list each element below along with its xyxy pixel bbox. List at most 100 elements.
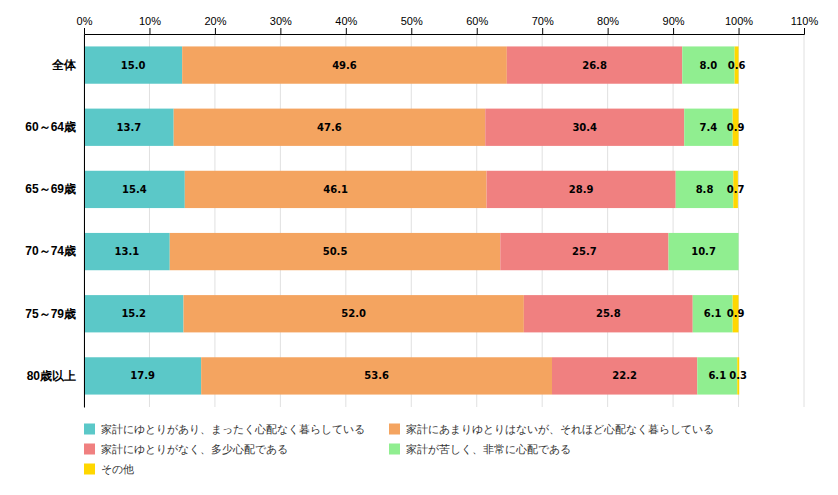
tick-label: 40%: [335, 15, 357, 27]
data-label: 52.0: [341, 308, 366, 319]
data-label: 26.8: [582, 60, 607, 71]
grid-line: [411, 34, 412, 407]
tick-mark: [608, 28, 609, 34]
tick-label: 0%: [77, 15, 93, 27]
tick: 100%: [725, 15, 753, 34]
tick: 70%: [532, 15, 554, 34]
grid-line: [607, 34, 608, 407]
grid-line: [804, 34, 805, 407]
tick: 30%: [270, 15, 292, 34]
legend-label: 家計にゆとりがなく、多少心配である: [101, 443, 288, 456]
tick-label: 50%: [401, 15, 423, 27]
data-labels: 15.013.715.413.115.217.949.647.646.150.5…: [115, 60, 748, 382]
grid-line: [476, 34, 477, 407]
legend-swatch: [389, 424, 400, 435]
tick: 80%: [597, 15, 619, 34]
data-label: 15.0: [121, 60, 146, 71]
bar: [84, 357, 201, 394]
bar-series: [170, 46, 552, 394]
tick-mark: [280, 28, 281, 34]
data-label: 53.6: [364, 370, 389, 381]
tick: 60%: [466, 15, 488, 34]
bar: [185, 171, 487, 208]
bar: [84, 46, 182, 83]
data-label: 47.6: [317, 122, 342, 133]
tick-label: 30%: [270, 15, 292, 27]
grid-line: [149, 34, 150, 407]
tick-mark: [739, 28, 740, 34]
grid-line: [673, 34, 674, 407]
bar-series: [669, 46, 739, 394]
tick-label: 65～69歳: [25, 182, 76, 196]
legend-label: 家計にあまりゆとりはないが、それほど心配なく暮らしている: [406, 423, 714, 436]
data-label: 15.2: [121, 308, 146, 319]
tick-label: 60%: [466, 15, 488, 27]
axis-line: [84, 35, 85, 408]
grid: [84, 34, 804, 407]
tick: 50%: [401, 15, 423, 34]
legend-label: 家計にゆとりがあり、まったく心配なく暮らしている: [101, 423, 365, 436]
data-label: 8.0: [700, 60, 718, 71]
y-axis: 全体60～64歳65～69歳70～74歳75～79歳80歳以上: [25, 35, 84, 408]
bar: [524, 295, 693, 332]
tick-mark: [804, 28, 805, 34]
tick: 65～69歳: [25, 182, 84, 196]
x-axis: 0% 10% 20% 30% 40% 50% 60% 70% 80% 90% 100% 110%: [77, 15, 819, 35]
axis-line: [85, 28, 805, 35]
bars: [84, 46, 739, 394]
data-label: 15.4: [122, 184, 147, 195]
legend-item: 家計にあまりゆとりはないが、それほど心配なく暮らしている: [389, 423, 714, 436]
bar: [182, 46, 507, 83]
bar: [485, 109, 684, 146]
data-label: 30.4: [572, 122, 597, 133]
tick-label: 全体: [51, 58, 77, 72]
chart: 15.013.715.413.115.217.949.647.646.150.5…: [0, 0, 838, 495]
bar: [684, 109, 732, 146]
bar: [738, 233, 739, 270]
tick: 70～74歳: [25, 244, 84, 258]
grid-line: [542, 34, 543, 407]
tick: 20%: [204, 15, 226, 34]
tick-label: 60～64歳: [25, 120, 76, 134]
bar: [669, 233, 739, 270]
legend-swatch: [84, 464, 95, 475]
data-label: 0.9: [727, 122, 745, 133]
bar: [170, 233, 501, 270]
tick: 80歳以上: [27, 369, 84, 383]
bar: [84, 171, 185, 208]
legend: 家計にゆとりがあり、まったく心配なく暮らしている 家計にあまりゆとりはないが、それ…: [84, 423, 714, 476]
bar: [174, 109, 486, 146]
tick-label: 20%: [204, 15, 226, 27]
bar: [201, 357, 552, 394]
grid-line: [84, 34, 85, 407]
data-label: 7.4: [700, 122, 718, 133]
tick-mark: [477, 28, 478, 34]
tick-mark: [411, 28, 412, 34]
legend-item: 家計が苦しく、非常に心配である: [389, 443, 571, 456]
data-label: 28.9: [569, 184, 594, 195]
grid-line: [214, 34, 215, 407]
tick: 110%: [791, 15, 819, 34]
bar: [676, 171, 734, 208]
data-label: 46.1: [323, 184, 348, 195]
tick-label: 10%: [139, 15, 161, 27]
bar: [500, 233, 668, 270]
tick-label: 70～74歳: [25, 244, 76, 258]
data-label: 0.6: [728, 60, 746, 71]
bar: [552, 357, 697, 394]
data-label: 22.2: [612, 370, 637, 381]
bar-series: [733, 46, 740, 394]
grid-line: [280, 34, 281, 407]
tick-mark: [673, 28, 674, 34]
bar-series: [84, 46, 201, 394]
tick: 90%: [663, 15, 685, 34]
legend-item: その他: [84, 463, 134, 476]
bar: [507, 46, 682, 83]
data-label: 17.9: [130, 370, 155, 381]
data-label: 8.8: [696, 184, 714, 195]
data-label: 13.7: [116, 122, 141, 133]
tick-label: 80%: [597, 15, 619, 27]
tick-mark: [84, 28, 85, 34]
tick: 10%: [139, 15, 161, 34]
legend-label: その他: [101, 463, 134, 476]
